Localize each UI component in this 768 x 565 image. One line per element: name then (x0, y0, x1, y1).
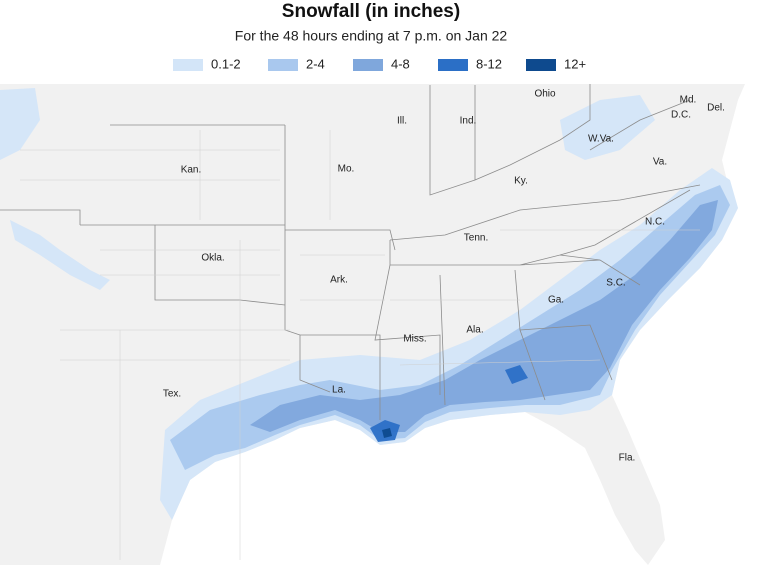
legend-label: 0.1-2 (211, 56, 241, 71)
state-label: Ky. (514, 176, 528, 187)
state-label: Va. (653, 157, 667, 168)
legend-label: 12+ (564, 56, 586, 71)
legend: 0.1-2 2-4 4-8 8-12 12+ (173, 56, 586, 71)
legend-label: 8-12 (476, 56, 502, 71)
snow-area (382, 428, 392, 438)
legend-label: 2-4 (306, 56, 325, 71)
legend-swatch (268, 59, 298, 71)
ocean (612, 84, 768, 565)
state-label: N.C. (645, 217, 665, 228)
ocean (700, 520, 768, 565)
state-label: Fla. (619, 453, 636, 464)
snow-area (0, 88, 40, 160)
legend-swatch (173, 59, 203, 71)
state-label: D.C. (671, 110, 691, 121)
state-label: Ohio (534, 89, 556, 100)
state-label: Ind. (460, 116, 477, 127)
state-label: Ala. (466, 325, 483, 336)
state-label: Ark. (330, 275, 348, 286)
state-label: Ga. (548, 295, 564, 306)
state-label: Miss. (403, 334, 426, 345)
title: Snowfall (in inches) (282, 1, 460, 22)
snow-bands (0, 88, 738, 520)
state-label: Md. (680, 95, 697, 106)
ocean (160, 412, 648, 565)
snow-area (10, 220, 110, 290)
state-label: Kan. (181, 165, 202, 176)
legend-swatch (438, 59, 468, 71)
legend-label: 4-8 (391, 56, 410, 71)
state-label: Mo. (338, 164, 355, 175)
state-label: Okla. (201, 253, 224, 264)
legend-swatch (353, 59, 383, 71)
snow-area (250, 200, 718, 432)
snow-area (560, 95, 655, 160)
map (0, 84, 768, 565)
state-borders (0, 84, 701, 560)
snow-area (160, 168, 738, 520)
state-label: Tenn. (464, 233, 488, 244)
state-label: Del. (707, 103, 725, 114)
state-label: Tex. (163, 389, 181, 400)
snow-area (505, 365, 528, 384)
state-label: S.C. (606, 278, 625, 289)
state-label: W.Va. (588, 134, 614, 145)
state-labels: Ohio Ill. Ind. Md. Del. D.C. W.Va. Va. Kan. Mo. Ky… (163, 89, 725, 464)
legend-swatch (526, 59, 556, 71)
subtitle: For the 48 hours ending at 7 p.m. on Jan… (235, 28, 508, 44)
state-label: Ill. (397, 116, 407, 127)
state-label: La. (332, 385, 346, 396)
